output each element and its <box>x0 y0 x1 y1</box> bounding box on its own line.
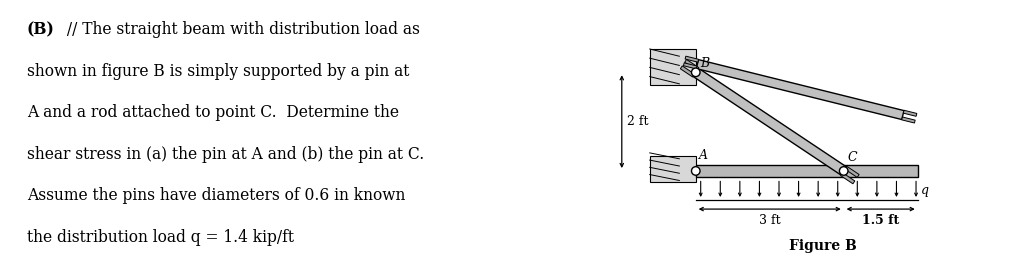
Text: Assume the pins have diameters of 0.6 in known: Assume the pins have diameters of 0.6 in… <box>27 187 405 204</box>
Polygon shape <box>904 110 917 116</box>
Polygon shape <box>840 173 855 184</box>
Text: // The straight beam with distribution load as: // The straight beam with distribution l… <box>62 21 420 38</box>
Polygon shape <box>697 60 904 119</box>
Text: (B): (B) <box>27 21 55 38</box>
Bar <box>650 49 696 85</box>
Text: C: C <box>848 151 857 164</box>
Text: 3 ft: 3 ft <box>759 214 780 227</box>
Polygon shape <box>685 56 699 62</box>
Text: shear stress in (a) the pin at A and (b) the pin at C.: shear stress in (a) the pin at A and (b)… <box>27 146 425 163</box>
Text: 1.5 ft: 1.5 ft <box>862 214 900 227</box>
Polygon shape <box>680 66 695 77</box>
Text: A and a rod attached to point C.  Determine the: A and a rod attached to point C. Determi… <box>27 104 399 121</box>
Polygon shape <box>684 59 699 70</box>
Polygon shape <box>693 68 846 175</box>
Polygon shape <box>902 117 915 123</box>
Text: shown in figure B is simply supported by a pin at: shown in figure B is simply supported by… <box>27 63 409 80</box>
Text: B: B <box>700 57 709 70</box>
Text: 2 ft: 2 ft <box>627 115 648 128</box>
Text: q: q <box>921 184 929 196</box>
Circle shape <box>692 68 700 77</box>
Bar <box>650 156 696 182</box>
Circle shape <box>692 167 700 175</box>
Bar <box>696 165 918 177</box>
Polygon shape <box>683 63 697 69</box>
Text: A: A <box>699 149 708 162</box>
Text: Figure B: Figure B <box>790 239 857 253</box>
Polygon shape <box>845 166 859 177</box>
Text: the distribution load q = 1.4 kip/ft: the distribution load q = 1.4 kip/ft <box>27 229 294 246</box>
Circle shape <box>839 167 848 175</box>
